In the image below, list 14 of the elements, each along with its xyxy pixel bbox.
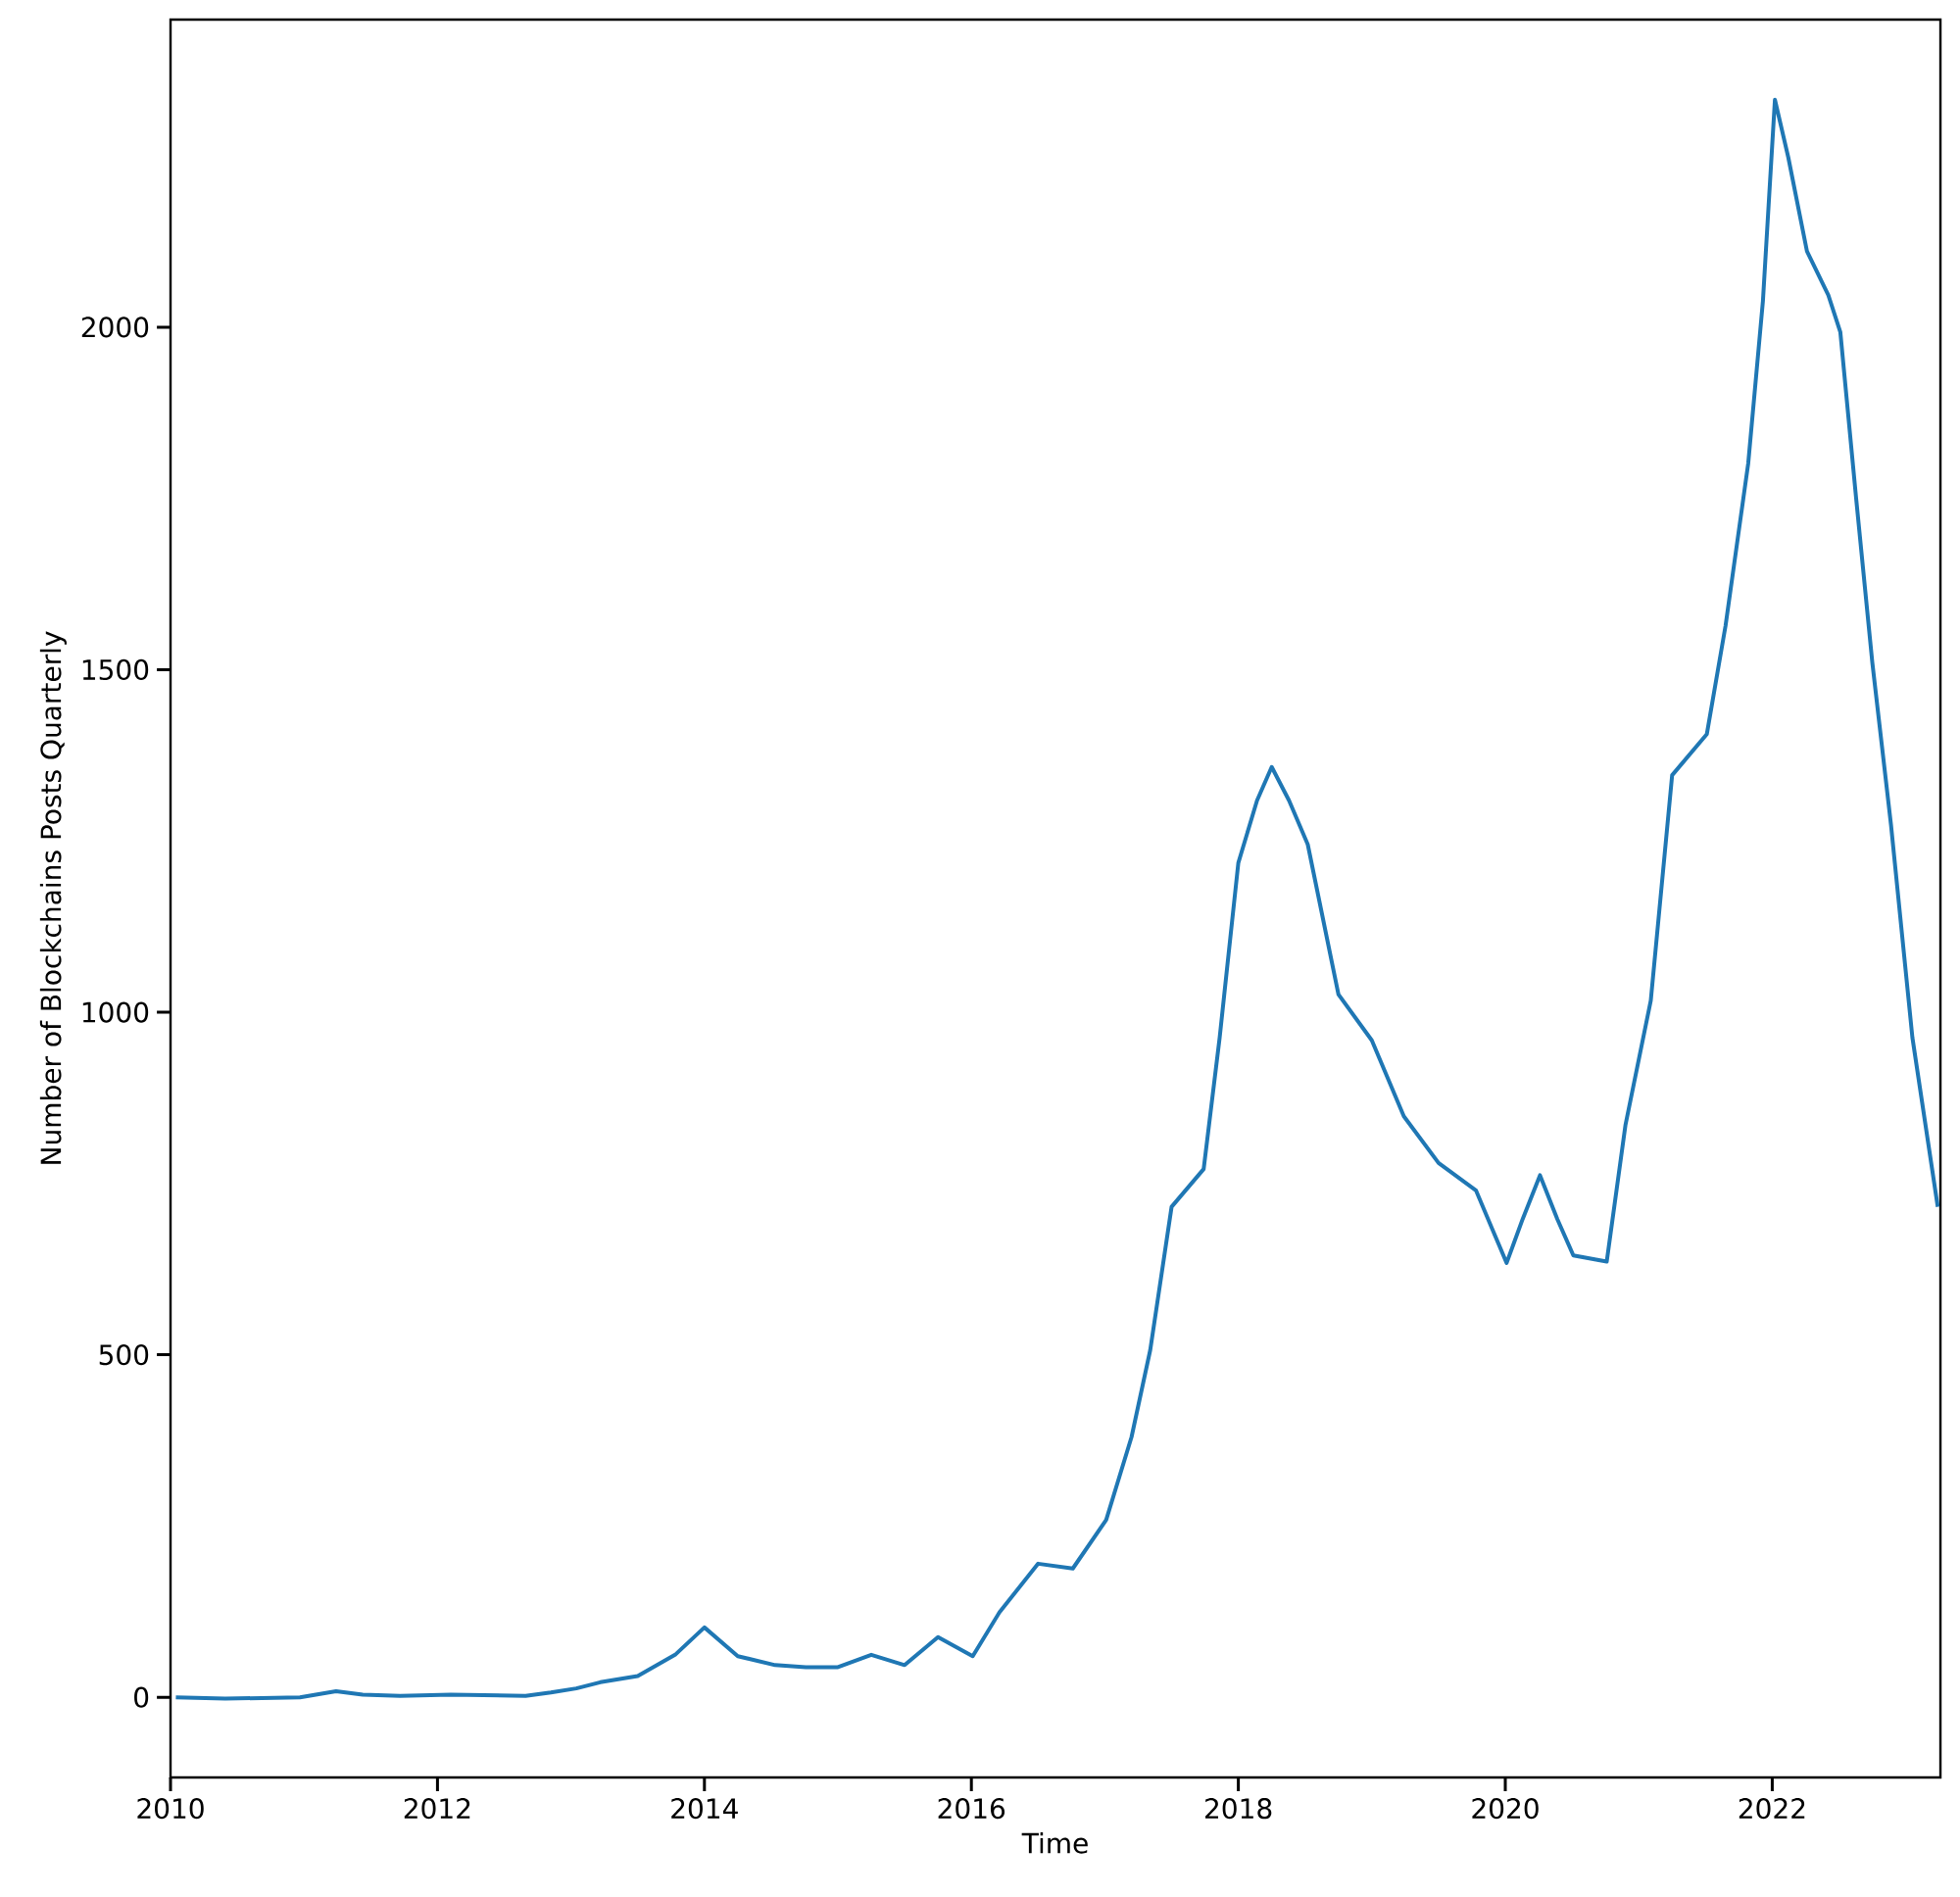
x-tick-label: 2014	[671, 1798, 738, 1820]
x-tick-label: 2020	[1472, 1798, 1539, 1820]
y-tick-label: 0	[134, 1686, 149, 1708]
x-axis-title: Time	[1021, 1831, 1088, 1854]
x-tick-label: 2012	[404, 1798, 470, 1820]
y-axis-title: Number of Blockchains Posts Quarterly	[39, 631, 67, 1164]
y-tick-label: 500	[99, 1344, 149, 1366]
x-tick-label: 2022	[1739, 1798, 1805, 1820]
x-tick-label: 2018	[1205, 1798, 1272, 1820]
y-tick-label: 2000	[81, 316, 149, 338]
y-tick-label: 1000	[82, 1001, 149, 1023]
y-tick-label: 1500	[82, 658, 149, 681]
x-tick-label: 2010	[137, 1798, 204, 1820]
x-tick-label: 2016	[938, 1798, 1005, 1820]
